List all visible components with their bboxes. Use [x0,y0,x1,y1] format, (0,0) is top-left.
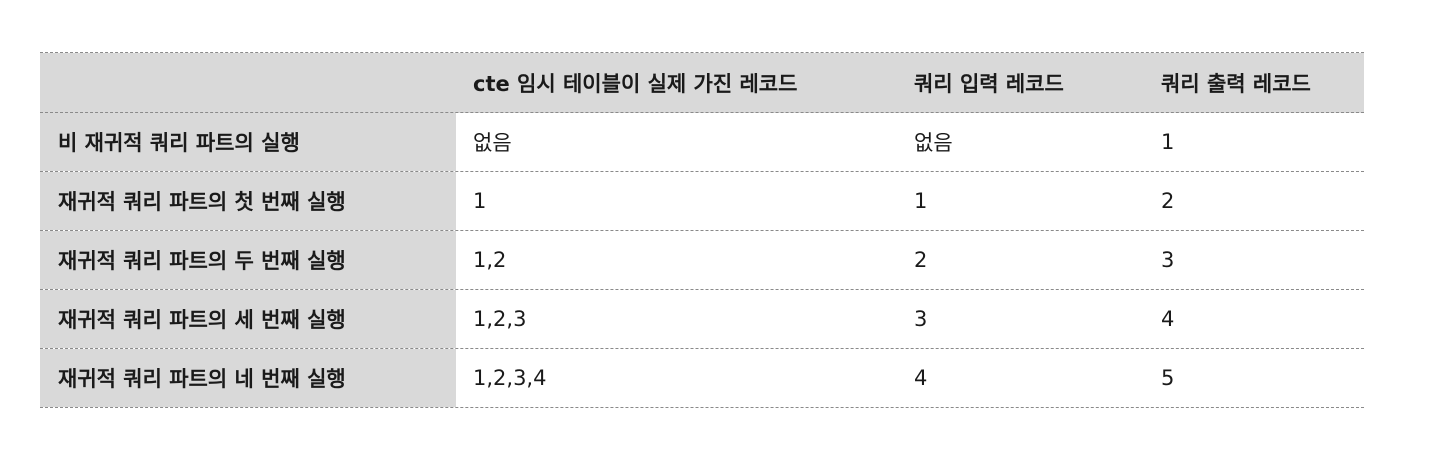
recursion-table: cte 임시 테이블이 실제 가진 레코드 쿼리 입력 레코드 쿼리 출력 레코… [40,52,1364,408]
input-records-cell: 3 [900,290,1147,348]
row-label: 재귀적 쿼리 파트의 네 번째 실행 [40,349,456,407]
cte-records-cell: 1 [456,172,900,230]
row-label: 재귀적 쿼리 파트의 두 번째 실행 [40,231,456,289]
header-cell-empty [40,53,456,112]
output-records-cell: 4 [1147,290,1364,348]
input-records-cell: 4 [900,349,1147,407]
table-row: 재귀적 쿼리 파트의 세 번째 실행 1,2,3 3 4 [40,290,1364,349]
table-row: 재귀적 쿼리 파트의 첫 번째 실행 1 1 2 [40,172,1364,231]
header-cell-input-records: 쿼리 입력 레코드 [914,71,1064,96]
output-records-cell: 1 [1147,113,1364,171]
cte-records-cell: 1,2,3,4 [456,349,900,407]
output-records-cell: 2 [1147,172,1364,230]
header-cell-output-records: 쿼리 출력 레코드 [1161,71,1311,96]
cte-records-cell: 1,2,3 [456,290,900,348]
row-label: 재귀적 쿼리 파트의 첫 번째 실행 [40,172,456,230]
input-records-cell: 1 [900,172,1147,230]
cte-records-cell: 없음 [456,113,900,171]
header-cell-cte-records: cte 임시 테이블이 실제 가진 레코드 [473,71,798,96]
row-label: 비 재귀적 쿼리 파트의 실행 [40,113,456,171]
output-records-cell: 5 [1147,349,1364,407]
output-records-cell: 3 [1147,231,1364,289]
table-row: 비 재귀적 쿼리 파트의 실행 없음 없음 1 [40,113,1364,172]
input-records-cell: 2 [900,231,1147,289]
table-header-row: cte 임시 테이블이 실제 가진 레코드 쿼리 입력 레코드 쿼리 출력 레코… [40,53,1364,113]
cte-records-cell: 1,2 [456,231,900,289]
row-label: 재귀적 쿼리 파트의 세 번째 실행 [40,290,456,348]
table-row: 재귀적 쿼리 파트의 네 번째 실행 1,2,3,4 4 5 [40,349,1364,408]
input-records-cell: 없음 [900,113,1147,171]
table-row: 재귀적 쿼리 파트의 두 번째 실행 1,2 2 3 [40,231,1364,290]
